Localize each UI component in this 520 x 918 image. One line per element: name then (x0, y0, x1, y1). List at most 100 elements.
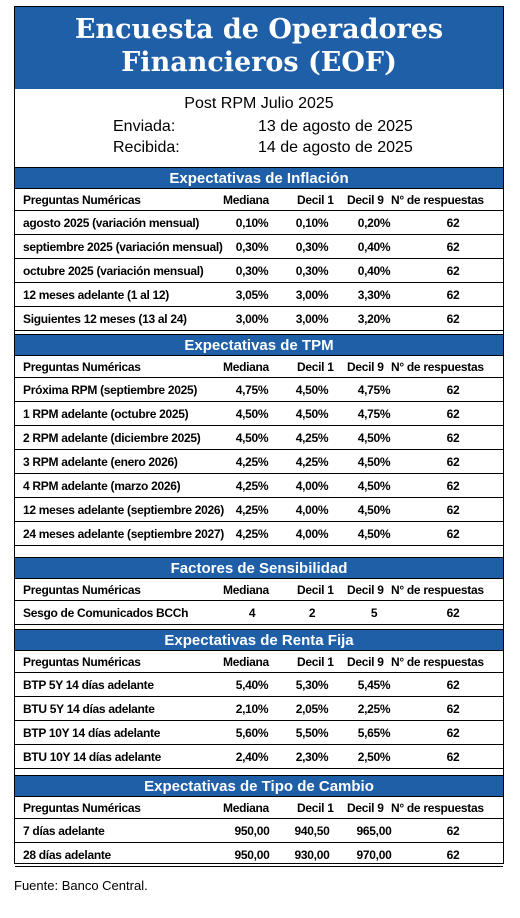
row-decile9: 4,75% (357, 407, 391, 421)
column-header-decile1: Decil 1 (297, 360, 334, 374)
table-row: 12 meses adelante (1 al 12) 3,05% 3,00% 3,3… (15, 283, 503, 307)
row-decile9: 0,20% (357, 216, 391, 230)
row-responses: 62 (446, 264, 460, 278)
row-responses: 62 (446, 702, 460, 716)
row-decile1: 4,50% (295, 383, 329, 397)
row-question: 12 meses adelante (septiembre 2026) (23, 503, 224, 517)
section-title: Expectativas de Renta Fija (15, 629, 503, 651)
survey-meta: Post RPM Julio 2025 Enviada: 13 de agost… (15, 91, 503, 167)
row-question: agosto 2025 (variación mensual) (23, 216, 200, 230)
section-title: Factores de Sensibilidad (15, 557, 503, 579)
received-value: 14 de agosto de 2025 (258, 139, 413, 156)
table-row: 1 RPM adelante (octubre 2025) 4,50% 4,50% 4… (15, 402, 503, 426)
column-header-responses: N° de respuestas (391, 801, 484, 815)
row-median: 4,50% (235, 431, 269, 445)
row-median: 4,25% (235, 455, 269, 469)
row-question: 28 días adelante (23, 848, 111, 862)
row-median: 2,40% (235, 750, 269, 764)
row-question: BTP 5Y 14 días adelante (23, 678, 154, 692)
row-median: 0,30% (235, 264, 269, 278)
column-header-median: Mediana (223, 360, 269, 374)
column-header-decile9: Decil 9 (347, 655, 384, 669)
row-responses: 62 (446, 527, 460, 541)
table-row: Siguientes 12 meses (13 al 24) 3,00% 3,00%… (15, 307, 503, 331)
row-question: 1 RPM adelante (octubre 2025) (23, 407, 189, 421)
column-header-decile1: Decil 1 (297, 801, 334, 815)
row-median: 3,00% (235, 312, 269, 326)
row-question: BTU 10Y 14 días adelante (23, 750, 161, 764)
row-decile1: 3,00% (295, 312, 329, 326)
row-decile1: 4,25% (295, 431, 329, 445)
row-responses: 62 (446, 431, 460, 445)
row-responses: 62 (446, 726, 460, 740)
row-question: 2 RPM adelante (diciembre 2025) (23, 431, 201, 445)
table-row: BTU 10Y 14 días adelante 2,40% 2,30% 2,50% 6… (15, 745, 503, 769)
section-1: Expectativas de TPM Preguntas Numéricas Me… (15, 334, 503, 546)
column-header-responses: N° de respuestas (391, 360, 484, 374)
row-responses: 62 (446, 312, 460, 326)
table-row: Próxima RPM (septiembre 2025) 4,75% 4,50% 4… (15, 378, 503, 402)
section-title: Expectativas de Tipo de Cambio (15, 775, 503, 797)
main-title-line2: Financieros (EOF) (121, 47, 397, 78)
main-header: Encuesta de Operadores Financieros (EOF) (15, 7, 503, 89)
column-header-question: Preguntas Numéricas (23, 655, 141, 669)
row-decile1: 5,50% (295, 726, 329, 740)
row-decile9: 2,50% (357, 750, 391, 764)
row-decile1: 2,30% (295, 750, 329, 764)
row-decile9: 5,65% (357, 726, 391, 740)
row-median: 5,60% (235, 726, 269, 740)
table-row: agosto 2025 (variación mensual) 0,10% 0,10… (15, 211, 503, 235)
row-responses: 62 (446, 479, 460, 493)
row-decile1: 0,30% (295, 264, 329, 278)
row-decile1: 940,50 (294, 824, 330, 838)
column-header-question: Preguntas Numéricas (23, 360, 141, 374)
row-responses: 62 (446, 240, 460, 254)
section-title: Expectativas de Inflación (15, 167, 503, 189)
row-decile9: 2,25% (357, 702, 391, 716)
row-median: 0,30% (235, 240, 269, 254)
row-decile9: 5,45% (357, 678, 391, 692)
row-decile1: 3,00% (295, 288, 329, 302)
column-header-row: Preguntas Numéricas Mediana Decil 1 Decil 9… (15, 651, 503, 673)
row-decile9: 3,30% (357, 288, 391, 302)
row-question: Siguientes 12 meses (13 al 24) (23, 312, 187, 326)
column-header-decile9: Decil 9 (347, 583, 384, 597)
table-row: septiembre 2025 (variación mensual) 0,30%… (15, 235, 503, 259)
row-question: 24 meses adelante (septiembre 2027) (23, 527, 224, 541)
row-decile9: 5 (370, 606, 378, 620)
table-row: 7 días adelante 950,00 940,50 965,00 62 (15, 819, 503, 843)
table-row: 2 RPM adelante (diciembre 2025) 4,50% 4,25… (15, 426, 503, 450)
column-header-question: Preguntas Numéricas (23, 193, 141, 207)
row-median: 0,10% (235, 216, 269, 230)
row-decile9: 4,50% (357, 431, 391, 445)
row-decile1: 0,10% (295, 216, 329, 230)
row-median: 4 (248, 606, 256, 620)
table-row: octubre 2025 (variación mensual) 0,30% 0,3… (15, 259, 503, 283)
column-header-median: Mediana (223, 583, 269, 597)
row-decile9: 4,75% (357, 383, 391, 397)
row-decile9: 4,50% (357, 479, 391, 493)
row-median: 4,25% (235, 479, 269, 493)
received-label: Recibida: (113, 139, 180, 156)
row-responses: 62 (446, 288, 460, 302)
row-responses: 62 (446, 503, 460, 517)
row-median: 4,75% (235, 383, 269, 397)
row-decile1: 4,00% (295, 479, 329, 493)
table-row: 4 RPM adelante (marzo 2026) 4,25% 4,00% 4,5… (15, 474, 503, 498)
table-row: Sesgo de Comunicados BCCh 4 2 5 62 (15, 601, 503, 625)
row-question: Próxima RPM (septiembre 2025) (23, 383, 198, 397)
row-decile1: 0,30% (295, 240, 329, 254)
row-decile1: 5,30% (295, 678, 329, 692)
main-title-line1: Encuesta de Operadores (74, 14, 444, 45)
row-decile1: 4,25% (295, 455, 329, 469)
column-header-median: Mediana (223, 655, 269, 669)
row-responses: 62 (446, 455, 460, 469)
row-decile1: 2 (308, 606, 316, 620)
row-responses: 62 (446, 383, 460, 397)
row-question: septiembre 2025 (variación mensual) (23, 240, 223, 254)
row-responses: 62 (446, 606, 460, 620)
row-median: 4,25% (235, 503, 269, 517)
row-median: 2,10% (235, 702, 269, 716)
row-decile9: 965,00 (356, 824, 392, 838)
row-responses: 62 (446, 407, 460, 421)
